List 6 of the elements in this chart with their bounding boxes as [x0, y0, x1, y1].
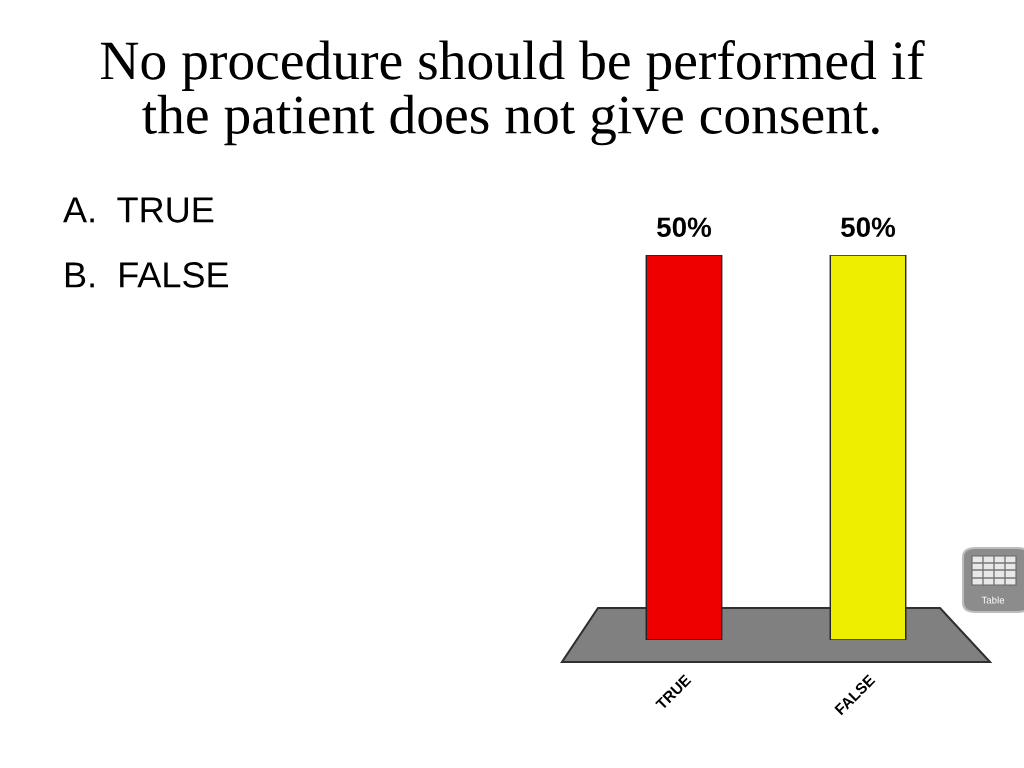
chart-title: No procedure should be performed if the patient does not give consent. — [100, 40, 925, 146]
data-label: 50% — [657, 217, 712, 238]
data-label: 50% — [841, 217, 896, 238]
text: A. TRUE — [63, 197, 214, 223]
text: B. FALSE — [65, 262, 229, 288]
annotation: Table — [981, 596, 1005, 604]
